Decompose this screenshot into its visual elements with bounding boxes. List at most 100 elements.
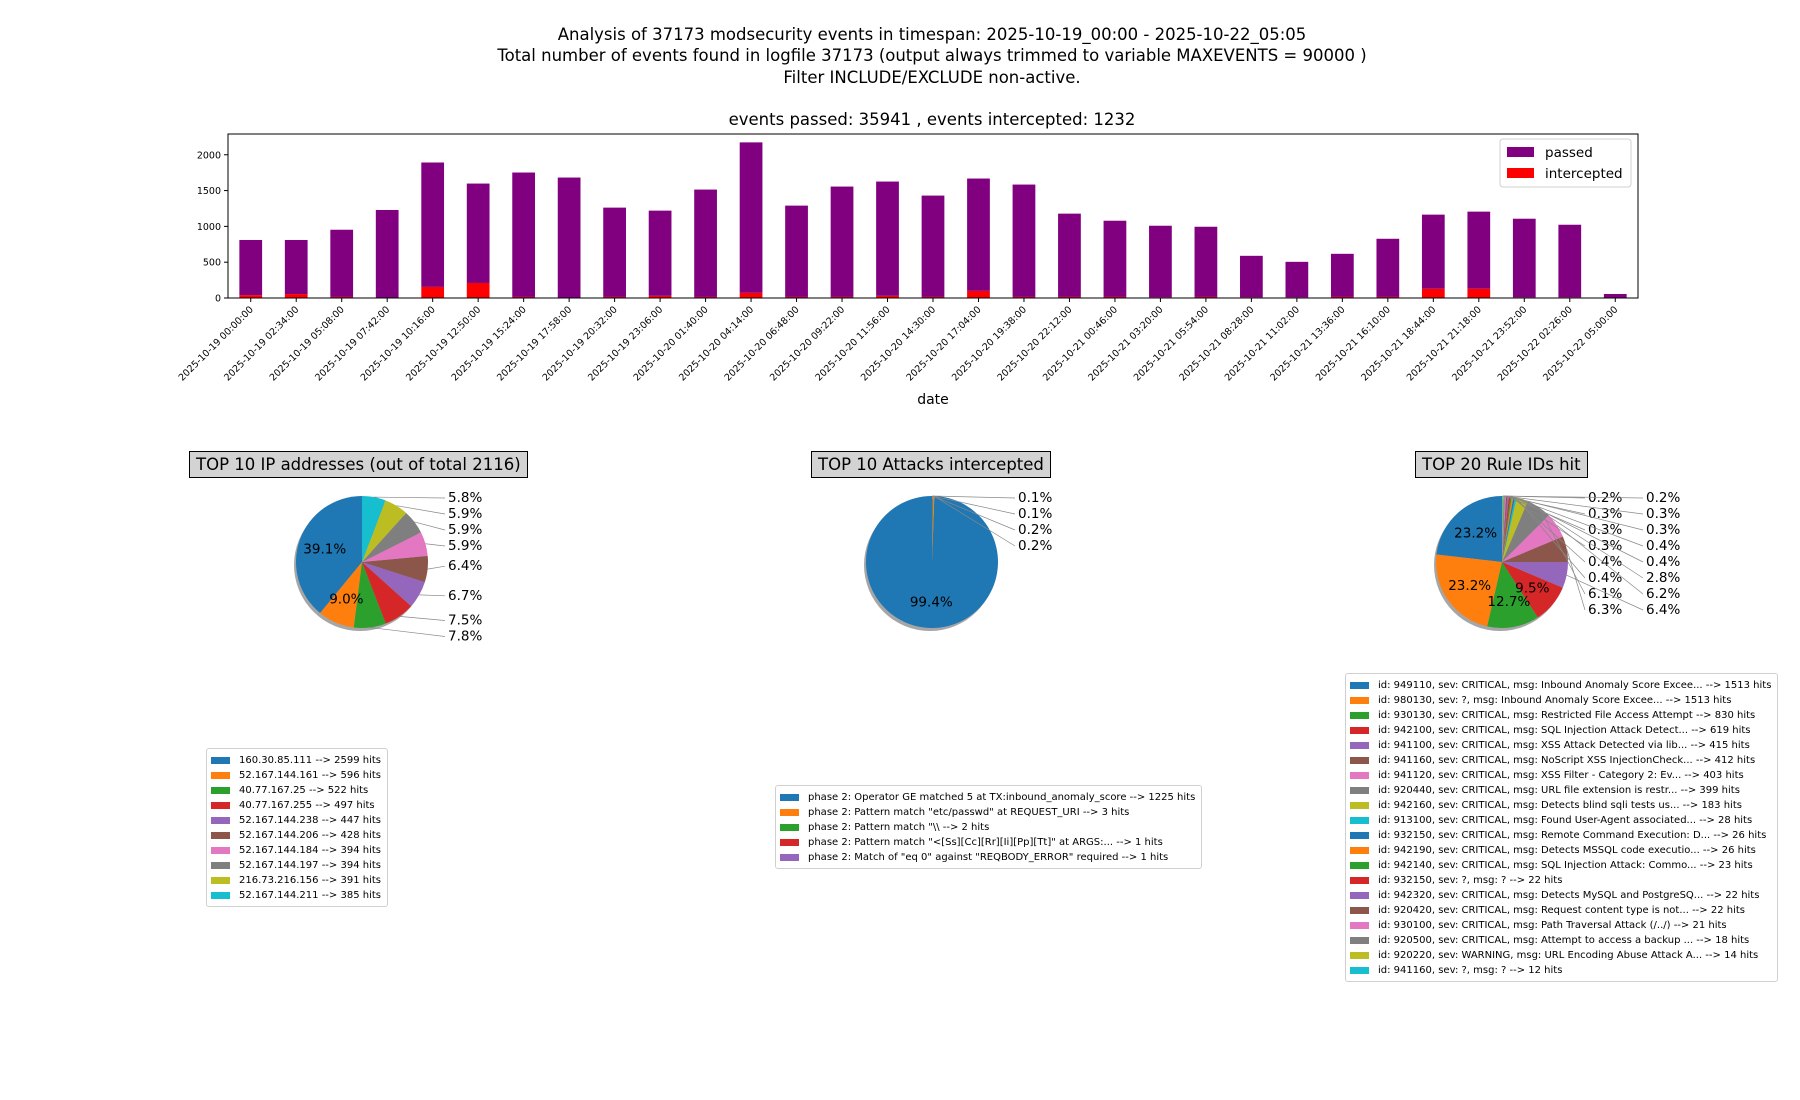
x-tick-label: 2025-10-20 01:40:00 (632, 304, 711, 383)
x-tick-label: 2025-10-19 07:42:00 (313, 304, 392, 383)
legend-swatch (780, 854, 799, 861)
attacks-pie-title: TOP 10 Attacks intercepted (811, 451, 1051, 478)
pie-slice (1502, 496, 1504, 562)
pie-pct-label: 0.3% (1588, 522, 1622, 538)
bar-intercepted (1103, 296, 1127, 298)
x-tick-label: 2025-10-20 09:22:00 (768, 304, 847, 383)
legend-label: 40.77.167.255 --> 497 hits (239, 800, 375, 811)
x-tick-label: 2025-10-19 05:08:00 (268, 304, 347, 383)
pie-slice (1487, 562, 1538, 628)
bar-passed (876, 181, 899, 296)
pie-pct-label: 0.2% (1018, 538, 1052, 554)
bar-intercepted (421, 286, 445, 298)
legend-swatch (211, 892, 230, 899)
legend-label: 52.167.144.161 --> 596 hits (239, 770, 381, 781)
legend-label: id: 941160, sev: CRITICAL, msg: NoScript… (1378, 755, 1756, 766)
legend-item: id: 932150, sev: ?, msg: ? --> 22 hits (1350, 873, 1771, 888)
pie-slice (362, 562, 425, 607)
legend-label: 216.73.216.156 --> 391 hits (239, 875, 381, 886)
bar-passed (1421, 214, 1445, 289)
ip-legend: 160.30.85.111 --> 2599 hits 52.167.144.16… (206, 748, 388, 907)
pie-pct-label: 5.9% (448, 506, 482, 522)
legend-item: id: 980130, sev: ?, msg: Inbound Anomaly… (1350, 693, 1771, 708)
bar-passed (1012, 184, 1036, 297)
legend-swatch (780, 824, 799, 831)
bar-intercepted (921, 296, 945, 298)
x-tick-label: 2025-10-20 17:04:00 (904, 304, 983, 383)
legend-swatch (211, 847, 230, 854)
legend-item: 52.167.144.211 --> 385 hits (211, 888, 381, 903)
attacks-legend: phase 2: Operator GE matched 5 at TX:inb… (775, 785, 1203, 869)
bar-passed (466, 183, 490, 283)
bar-intercepted (739, 292, 763, 298)
bar-intercepted (239, 295, 263, 298)
legend-swatch (211, 817, 230, 824)
bar-intercepted (512, 296, 536, 298)
legend-swatch (211, 787, 230, 794)
legend-swatch (780, 809, 799, 816)
x-tick-label: 2025-10-19 02:34:00 (222, 304, 301, 383)
bar-intercepted (330, 296, 354, 298)
pie-slice (1502, 496, 1516, 562)
legend-item: id: 942140, sev: CRITICAL, msg: SQL Inje… (1350, 858, 1771, 873)
legend-swatch (1350, 772, 1369, 779)
legend-label: id: 920500, sev: CRITICAL, msg: Attempt … (1378, 935, 1750, 946)
header-line-3: Filter INCLUDE/EXCLUDE non-active. (783, 68, 1081, 87)
legend-swatch (211, 802, 230, 809)
bar-passed (1285, 261, 1309, 298)
legend-swatch (211, 832, 230, 839)
pie-leader-line (1508, 495, 1644, 531)
legend-label: id: 932150, sev: CRITICAL, msg: Remote C… (1378, 830, 1767, 841)
legend-label: id: 942160, sev: CRITICAL, msg: Detects … (1378, 800, 1742, 811)
pie-leader-line (1566, 574, 1644, 611)
legend-label: phase 2: Match of "eq 0" against "REQBOD… (808, 852, 1169, 863)
legend-swatch (1350, 742, 1369, 749)
pie-pct-label: 9.0% (329, 591, 363, 607)
pie-slice (1502, 536, 1568, 563)
bar-passed (1149, 225, 1172, 298)
legend-label: id: 980130, sev: ?, msg: Inbound Anomaly… (1378, 695, 1732, 706)
pie-leader-line (425, 543, 446, 547)
legend-item: phase 2: Pattern match "<[Ss][Cc][Rr][Ii… (780, 835, 1195, 850)
x-axis-label: date (917, 392, 949, 408)
bar-intercepted (830, 296, 854, 298)
legend-item: phase 2: Operator GE matched 5 at TX:inb… (780, 790, 1195, 805)
pie-pct-label: 6.4% (448, 558, 482, 574)
pie-pct-label: 12.7% (1487, 594, 1530, 610)
legend-label-intercepted: intercepted (1545, 166, 1623, 182)
legend-label: id: 930100, sev: CRITICAL, msg: Path Tra… (1378, 920, 1727, 931)
bar-intercepted (603, 296, 626, 298)
x-tick-label: 2025-10-19 17:58:00 (495, 304, 574, 383)
pie-leader-line (414, 521, 446, 531)
bar-passed (1194, 226, 1218, 297)
legend-label: 160.30.85.111 --> 2599 hits (239, 755, 381, 766)
legend-item: 52.167.144.184 --> 394 hits (211, 843, 381, 858)
bar-passed (967, 178, 990, 291)
pie-slice (362, 512, 421, 562)
legend-label: id: 941100, sev: CRITICAL, msg: XSS Atta… (1378, 740, 1750, 751)
legend-label: id: 920220, sev: WARNING, msg: URL Encod… (1378, 950, 1759, 961)
bar-passed (921, 195, 945, 297)
legend-swatch (1350, 727, 1369, 734)
bar-passed (830, 186, 854, 297)
pie-pct-label: 0.1% (1018, 490, 1052, 506)
legend-item: id: 932150, sev: CRITICAL, msg: Remote C… (1350, 828, 1771, 843)
pie-pct-label: 0.2% (1018, 522, 1052, 538)
legend-swatch (1350, 832, 1369, 839)
legend-item: id: 920440, sev: CRITICAL, msg: URL file… (1350, 783, 1771, 798)
pie-slice (1502, 497, 1528, 562)
pie-pct-label: 5.9% (448, 522, 482, 538)
legend-item: id: 941120, sev: CRITICAL, msg: XSS Filt… (1350, 768, 1771, 783)
bar-intercepted (1194, 296, 1218, 298)
legend-swatch (1350, 817, 1369, 824)
bar-chart-title: events passed: 35941 , events intercepte… (728, 110, 1136, 129)
pie-pct-label: 6.4% (1646, 602, 1680, 618)
pie-leader-line (1538, 507, 1586, 595)
legend-item: id: 930130, sev: CRITICAL, msg: Restrict… (1350, 708, 1771, 723)
pie-leader-line (419, 594, 446, 597)
x-tick-label: 2025-10-20 22:12:00 (995, 304, 1074, 383)
legend-item: id: 941160, sev: CRITICAL, msg: NoScript… (1350, 753, 1771, 768)
x-tick-label: 2025-10-21 05:54:00 (1132, 304, 1211, 383)
pie-pct-label: 0.2% (1646, 490, 1680, 506)
